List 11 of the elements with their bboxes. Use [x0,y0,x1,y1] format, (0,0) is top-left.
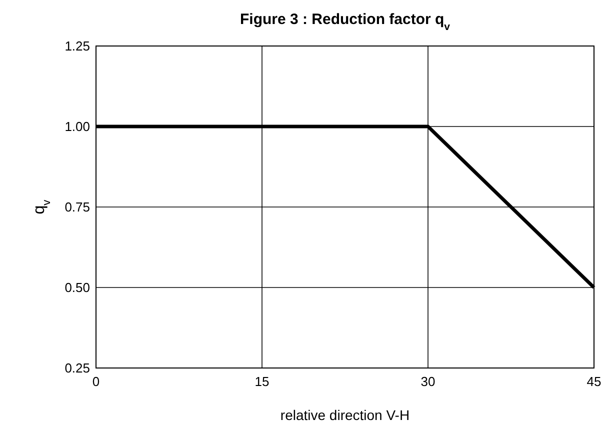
chart-title: Figure 3 : Reduction factor q$_{v}$ [240,11,450,33]
x-tick-label: 15 [254,374,270,389]
y-tick-label: 0.50 [64,280,90,295]
y-tick-label: 0.25 [64,360,90,376]
x-tick-label: 0 [92,374,100,389]
y-tick-label: 1.25 [64,38,90,54]
x-tick-label: 30 [420,374,436,389]
x-axis-title: relative direction V-H [280,407,410,423]
y-tick-label: 1.00 [64,119,90,134]
x-tick-label: 45 [586,374,602,389]
y-tick-label: 0.75 [64,200,90,214]
